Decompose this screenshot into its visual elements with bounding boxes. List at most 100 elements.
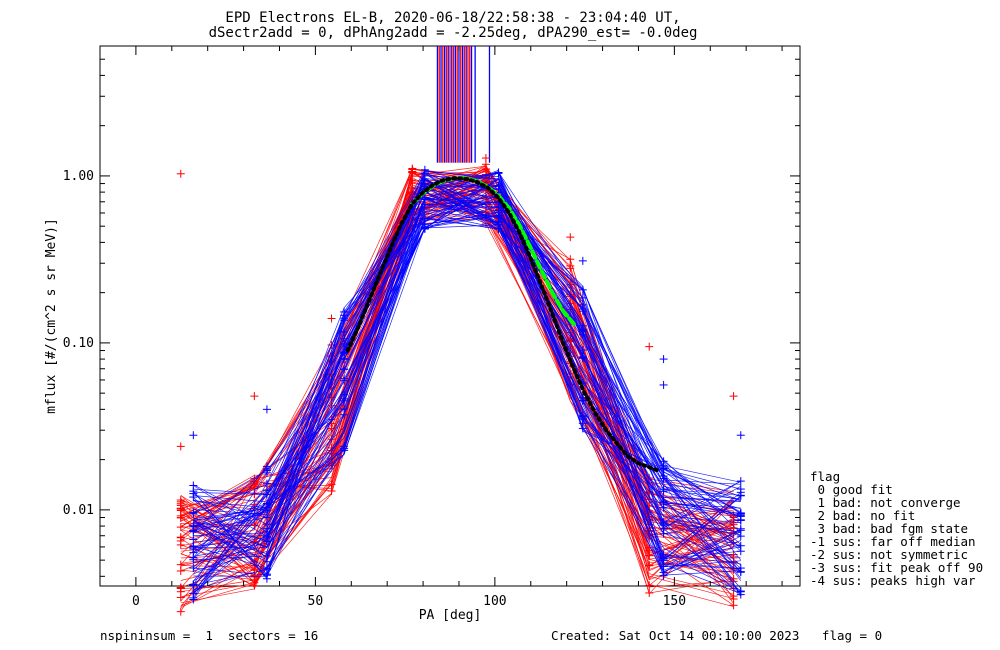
x-tick-label: 150 [663,594,686,609]
trace-point [262,468,271,477]
legend-item: flag [810,469,841,484]
trace-point [189,509,198,518]
flag-legend: flag 0 good fit 1 bad: not converge 2 ba… [810,470,983,587]
trace-line [180,176,734,529]
blue-outlier-point [659,355,668,364]
trace-line [193,172,742,550]
trace-line [193,185,742,561]
x-tick-label: 100 [483,594,506,609]
x-tick-label: 50 [308,594,324,609]
trace-point [729,601,738,610]
trace-point [578,396,587,405]
trace-point [189,541,198,550]
trace-point [189,493,198,502]
trace-point [189,555,198,564]
trace-point [736,590,745,599]
blue-outlier-point [659,380,668,389]
trace-line [193,192,741,536]
trace-point [262,490,271,499]
trace-line [193,204,741,570]
trace-point [262,513,271,522]
trace-point [420,214,429,223]
trace-point [262,571,271,580]
red-outlier-point [481,154,490,163]
plot-area: 0 50 100 150 0.01 0.10 1.00 [63,45,801,616]
black-fit-curve [345,176,662,474]
trace-point [408,164,417,173]
trace-line [193,185,742,595]
trace-line [193,205,741,557]
trace-point [340,376,349,385]
trace-line [193,179,742,582]
red-outlier-point [176,442,185,451]
legend-item: 2 bad: no fit [810,508,916,523]
trace-point [250,479,259,488]
footer-created-info: Created: Sat Oct 14 00:10:00 2023 flag =… [551,628,883,643]
trace-line [193,195,742,573]
trace-point [729,553,738,562]
trace-point [578,411,587,420]
trace-point [578,325,587,334]
trace-point [566,261,575,270]
trace-point [659,556,668,565]
trace-point [736,491,745,500]
trace-point [340,334,349,343]
trace-point [176,496,185,505]
trace-point [736,526,745,535]
trace-point [420,175,429,184]
trace-point [189,481,198,490]
y-tick-label: 1.00 [63,169,94,184]
blue-outlier-point [189,431,198,440]
trace-line [193,179,741,531]
trace-point [420,223,429,232]
trace-point [729,523,738,532]
trace-line [193,215,741,548]
y-axis-label: mflux [#/(cm^2 s sr MeV)] [44,218,59,414]
trace-line [193,184,741,542]
trace-point [189,595,198,604]
blue-outlier-point [262,405,271,414]
trace-point [176,607,185,616]
trace-line [193,173,741,558]
legend-item: -1 sus: far off median [810,534,976,549]
trace-point [176,540,185,549]
trace-point [736,509,745,518]
legend-item: 3 bad: bad fgm state [810,521,969,536]
trace-line [193,169,742,579]
red-outlier-point [176,169,185,178]
x-tick-label: 0 [132,594,140,609]
trace-line [193,208,741,591]
legend-item: -2 sus: not symmetric [810,547,969,562]
trace-line [193,187,741,558]
x-axis-label: PA [deg] [419,608,482,623]
trace-line [193,197,742,589]
blue-outlier-point [736,431,745,440]
trace-point [566,255,575,264]
red-outlier-point [566,233,575,242]
trace-point [578,354,587,363]
trace-line [193,218,741,600]
trace-point [176,560,185,569]
red-outlier-point [250,392,259,401]
trace-point [340,390,349,399]
legend-item: 1 bad: not converge [810,495,961,510]
trace-line [193,170,742,576]
trace-line [193,184,741,575]
axes-layer: 0 50 100 150 0.01 0.10 1.00 [63,46,800,609]
red-outlier-point [327,314,336,323]
trace-point [736,568,745,577]
trace-point [176,593,185,602]
trace-point [189,526,198,535]
trace-point [340,410,349,419]
trace-point [176,584,185,593]
red-outlier-point [729,392,738,401]
trace-point [262,527,271,536]
trace-line [193,172,741,528]
legend-item: 0 good fit [810,482,893,497]
trace-point [262,537,271,546]
legend-item: -3 sus: fit peak off 90 [810,560,984,575]
trace-line [193,185,741,571]
trace-point [494,211,503,220]
trace-line [193,224,741,573]
